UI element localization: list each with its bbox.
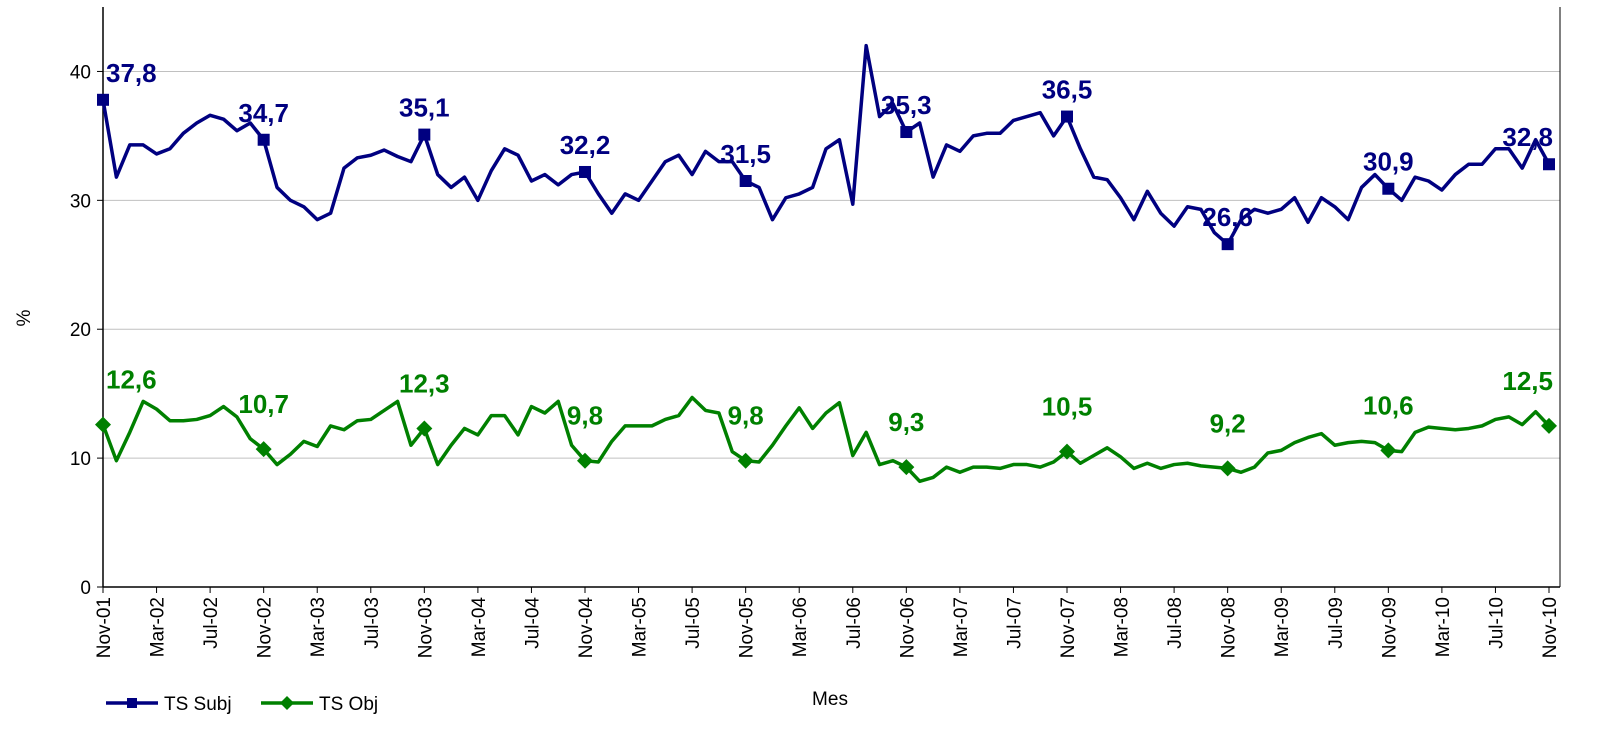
- data-label: 35,1: [399, 93, 450, 123]
- marker: [898, 459, 915, 476]
- marker: [1543, 158, 1555, 171]
- marker: [1541, 417, 1557, 434]
- data-label: 30,9: [1363, 147, 1414, 177]
- legend-label: TS Subj: [164, 694, 232, 715]
- data-label: 34,7: [238, 98, 289, 128]
- x-tick-label: Mar-04: [469, 597, 490, 658]
- x-tick-label: Jul-09: [1326, 597, 1347, 649]
- marker: [1061, 110, 1073, 123]
- series-line: [101, 395, 1551, 484]
- x-tick-label: Nov-06: [897, 597, 918, 658]
- x-tick-label: Nov-04: [576, 597, 597, 659]
- x-tick-label: Nov-08: [1219, 597, 1240, 658]
- marker: [1382, 182, 1395, 195]
- data-label: 36,5: [1042, 75, 1093, 105]
- marker: [900, 126, 913, 139]
- marker: [418, 128, 431, 141]
- marker: [1059, 443, 1075, 460]
- legend-label: TS Obj: [319, 694, 378, 715]
- x-tick-label: Nov-10: [1540, 597, 1561, 658]
- marker: [255, 441, 272, 458]
- y-axis-label: %: [14, 309, 35, 326]
- x-tick-label: Mar-08: [1112, 597, 1133, 657]
- x-tick-label: Nov-01: [94, 597, 115, 658]
- marker: [257, 133, 270, 146]
- x-tick-label: Jul-03: [362, 597, 383, 649]
- y-tick-label: 10: [70, 449, 91, 470]
- data-label: 10,6: [1363, 390, 1414, 420]
- x-tick-label: Mar-06: [790, 597, 811, 657]
- x-tick-label: Mar-07: [951, 597, 972, 657]
- data-label: 9,8: [567, 401, 603, 431]
- data-label: 31,5: [720, 139, 771, 169]
- data-label: 37,8: [106, 58, 157, 88]
- y-tick-label: 40: [70, 62, 91, 83]
- data-label: 10,5: [1042, 392, 1093, 422]
- x-tick-label: Jul-05: [683, 597, 704, 649]
- x-tick-label: Mar-10: [1433, 597, 1454, 657]
- x-tick-label: Jul-08: [1165, 597, 1186, 649]
- marker: [95, 416, 111, 433]
- marker: [579, 165, 591, 178]
- x-tick-label: Jul-07: [1004, 597, 1025, 649]
- x-tick-label: Mar-02: [148, 597, 169, 657]
- x-tick-label: Nov-02: [255, 597, 276, 658]
- data-label: 32,8: [1502, 122, 1553, 152]
- marker: [1221, 238, 1234, 251]
- x-tick-label: Mar-03: [308, 597, 329, 657]
- marker: [97, 93, 109, 106]
- x-tick-label: Mar-05: [630, 597, 651, 657]
- y-tick-label: 30: [70, 191, 91, 212]
- marker: [416, 420, 433, 437]
- data-label: 9,2: [1210, 408, 1246, 438]
- marker: [280, 696, 294, 710]
- x-tick-label: Jul-10: [1486, 597, 1507, 649]
- data-label: 10,7: [238, 389, 289, 419]
- data-label: 12,5: [1502, 366, 1553, 396]
- x-tick-label: Jul-02: [201, 597, 222, 649]
- marker: [1380, 442, 1397, 459]
- marker: [577, 452, 593, 469]
- x-tick-label: Mar-09: [1272, 597, 1293, 657]
- data-label: 32,2: [560, 130, 611, 160]
- marker: [1219, 460, 1236, 477]
- data-label: 12,6: [106, 365, 157, 395]
- x-tick-label: Jul-06: [844, 597, 865, 649]
- marker: [737, 452, 754, 469]
- y-tick-label: 20: [70, 320, 91, 341]
- marker: [739, 175, 752, 187]
- x-tick-label: Jul-04: [522, 597, 543, 649]
- y-tick-label: 0: [80, 578, 91, 599]
- x-tick-label: Nov-05: [737, 597, 758, 658]
- x-tick-label: Nov-09: [1379, 597, 1400, 658]
- data-label: 9,8: [728, 401, 764, 431]
- data-label: 35,3: [881, 90, 932, 120]
- data-label: 9,3: [888, 407, 924, 437]
- x-tick-label: Nov-03: [415, 597, 436, 658]
- x-tick-label: Nov-07: [1058, 597, 1079, 658]
- marker: [127, 698, 137, 708]
- data-label: 12,3: [399, 368, 450, 398]
- data-label: 26,6: [1202, 202, 1253, 232]
- x-axis-label: Mes: [812, 689, 848, 710]
- series-line: [101, 43, 1551, 246]
